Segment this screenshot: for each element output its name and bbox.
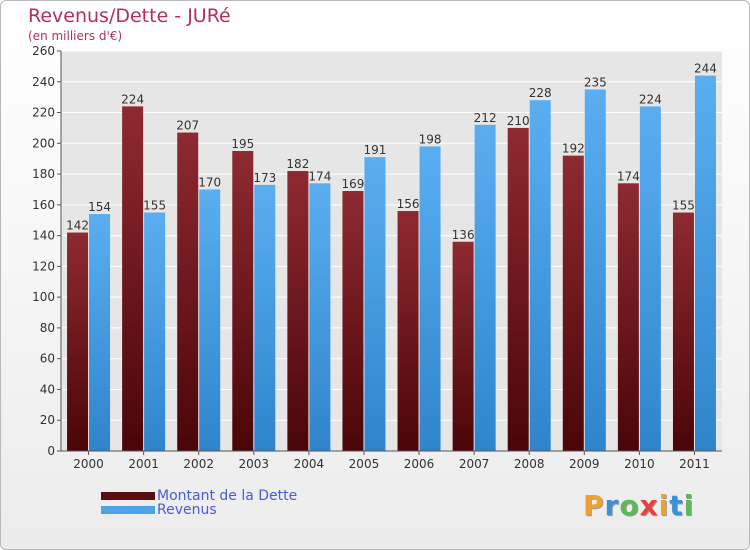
bar-revenus [584, 89, 606, 451]
data-label-dette: 195 [231, 137, 254, 151]
proxiti-logo: Proxiti [583, 489, 694, 522]
x-tick-label: 2005 [349, 457, 380, 471]
bar-revenus [639, 106, 661, 451]
data-label-revenus: 155 [143, 199, 166, 213]
bar-revenus [199, 189, 221, 451]
legend-label-dette: Montant de la Dette [157, 488, 298, 504]
y-tick-label: 120 [32, 259, 55, 273]
chart-title: Revenus/Dette - JURé [28, 5, 231, 27]
x-tick-label: 2006 [404, 457, 435, 471]
data-labels: 1421542241552071701951731821741691911561… [66, 62, 717, 242]
legend-swatch-revenus [101, 506, 155, 514]
x-tick-label: 2000 [73, 457, 104, 471]
data-label-revenus: 224 [639, 92, 662, 106]
legend-item-revenus: Revenus [101, 503, 217, 517]
bar-dette [342, 191, 364, 451]
bar-dette [617, 183, 639, 452]
x-axis: 2000 2001 2002 2003 2004 2005 2006 2007 2008 2009… [61, 450, 722, 471]
legend-label-revenus: Revenus [157, 502, 217, 518]
bar-revenus [474, 124, 496, 451]
logo-letter: x [639, 489, 659, 522]
x-tick-label: 2009 [569, 457, 600, 471]
data-label-revenus: 244 [694, 62, 717, 76]
logo-letter: P [583, 489, 605, 522]
data-label-revenus: 235 [584, 75, 607, 89]
data-label-dette: 156 [397, 197, 420, 211]
logo-letter: i [658, 489, 670, 522]
data-label-dette: 224 [121, 92, 144, 106]
data-label-revenus: 173 [253, 171, 276, 185]
data-label-dette: 192 [562, 142, 585, 156]
bar-dette [562, 155, 584, 451]
bar-dette [397, 211, 419, 451]
y-tick-label: 260 [32, 44, 55, 58]
x-tick-label: 2010 [624, 457, 655, 471]
y-tick-label: 80 [40, 321, 55, 335]
data-label-dette: 174 [617, 169, 640, 183]
y-tick-label: 200 [32, 136, 55, 150]
y-tick-label: 20 [40, 413, 55, 427]
bar-revenus [529, 100, 551, 451]
y-tick-label: 60 [40, 352, 55, 366]
data-label-dette: 207 [176, 119, 199, 133]
bar-dette [67, 232, 89, 451]
grid-lines [61, 50, 722, 452]
y-tick-label: 180 [32, 167, 55, 181]
x-tick-label: 2002 [183, 457, 214, 471]
data-label-revenus: 198 [419, 132, 442, 146]
y-axis: 0 20 40 60 80 100 120 140 160 180 200 220 240 260 [32, 44, 62, 458]
y-tick-label: 100 [32, 290, 55, 304]
logo-letter: r [604, 489, 620, 522]
legend-item-dette: Montant de la Dette [101, 489, 297, 503]
bar-revenus [364, 157, 386, 451]
plot-background [61, 51, 722, 451]
bar-dette [507, 127, 529, 451]
data-label-revenus: 154 [88, 200, 111, 214]
data-label-dette: 169 [342, 177, 365, 191]
legend-swatch-dette [101, 492, 155, 500]
y-tick-label: 160 [32, 198, 55, 212]
data-label-revenus: 228 [529, 86, 552, 100]
bar-revenus [144, 212, 166, 451]
bar-revenus [254, 184, 276, 451]
logo-letter: t [669, 489, 684, 522]
bar-revenus [419, 146, 441, 451]
logo-letter: i [683, 489, 695, 522]
data-label-dette: 136 [452, 228, 475, 242]
bar-dette [672, 212, 694, 451]
x-tick-label: 2007 [459, 457, 490, 471]
bar-revenus [694, 75, 716, 451]
x-tick-label: 2011 [679, 457, 710, 471]
bar-dette [122, 106, 144, 451]
data-label-revenus: 191 [364, 143, 387, 157]
data-label-dette: 155 [672, 199, 695, 213]
bar-dette [177, 132, 199, 452]
bar-dette [232, 151, 254, 451]
data-label-revenus: 170 [198, 175, 221, 189]
y-tick-label: 0 [47, 444, 55, 458]
x-tick-label: 2003 [239, 457, 270, 471]
bars [67, 75, 716, 452]
x-tick-label: 2008 [514, 457, 545, 471]
y-tick-label: 140 [32, 229, 55, 243]
data-label-revenus: 212 [474, 111, 497, 125]
x-tick-label: 2004 [294, 457, 325, 471]
y-tick-label: 240 [32, 75, 55, 89]
data-label-dette: 142 [66, 219, 89, 233]
bar-dette [452, 241, 474, 451]
logo-letter: o [619, 489, 640, 522]
bar-dette [287, 171, 309, 451]
data-label-dette: 210 [507, 114, 530, 128]
bar-revenus [89, 214, 111, 451]
chart-subtitle: (en milliers d'€) [28, 29, 123, 43]
y-tick-label: 40 [40, 382, 55, 396]
bar-revenus [309, 183, 331, 452]
data-label-revenus: 174 [308, 169, 331, 183]
y-tick-label: 220 [32, 106, 55, 120]
x-tick-label: 2001 [128, 457, 159, 471]
data-label-dette: 182 [286, 157, 309, 171]
